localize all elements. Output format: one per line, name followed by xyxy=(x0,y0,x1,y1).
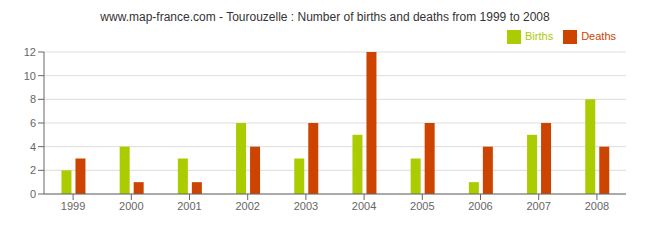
svg-text:8: 8 xyxy=(30,93,36,105)
svg-text:2004: 2004 xyxy=(352,200,376,212)
svg-text:12: 12 xyxy=(24,46,36,58)
html-text:Births: Births xyxy=(525,30,554,42)
svg-text:2002: 2002 xyxy=(235,200,259,212)
svg-text:2008: 2008 xyxy=(585,200,609,212)
svg-text:2001: 2001 xyxy=(177,200,201,212)
svg-text:2003: 2003 xyxy=(294,200,318,212)
svg-text:2006: 2006 xyxy=(468,200,492,212)
html-text:www.map-france.com - Tourouzel: www.map-france.com - Tourouzelle : Numbe… xyxy=(100,10,550,24)
html-text:Deaths: Deaths xyxy=(581,30,616,42)
svg-text:4: 4 xyxy=(30,141,36,153)
svg-text:2005: 2005 xyxy=(410,200,434,212)
svg-text:6: 6 xyxy=(30,117,36,129)
svg-text:0: 0 xyxy=(30,188,36,200)
svg-text:10: 10 xyxy=(24,70,36,82)
svg-text:2007: 2007 xyxy=(526,200,550,212)
svg-text:1999: 1999 xyxy=(61,200,85,212)
svg-text:2000: 2000 xyxy=(119,200,143,212)
svg-text:2: 2 xyxy=(30,164,36,176)
